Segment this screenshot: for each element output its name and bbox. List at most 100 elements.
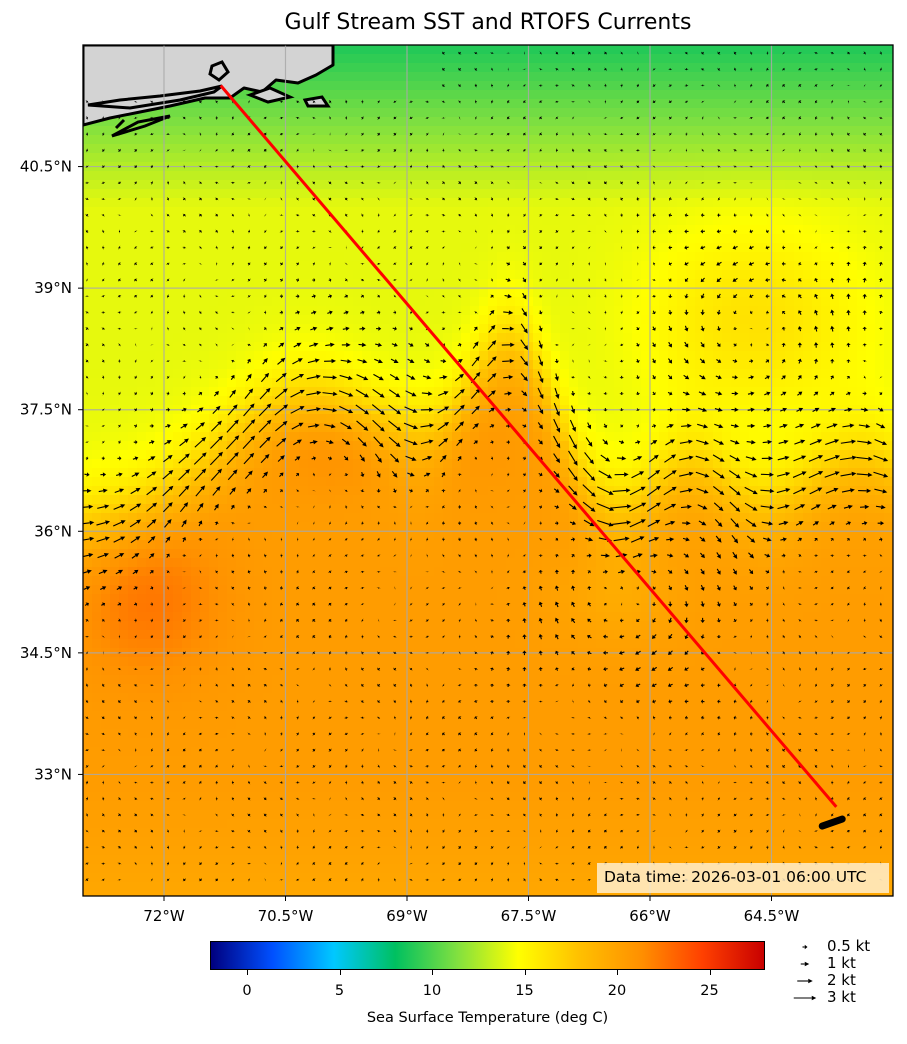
current-arrow-head [700,620,705,624]
current-arrow-head [651,603,657,607]
current-arrow-head [328,230,332,233]
current-arrow-head [847,813,851,817]
current-arrow-head [282,420,288,426]
current-arrow-head [364,410,370,415]
current-arrow-head [798,812,801,817]
current-arrow-head [474,213,477,218]
current-arrow-head [316,374,321,379]
current-arrow [85,101,88,103]
current-arrow-head [749,618,753,623]
current-arrow [183,116,186,119]
current-arrow [556,117,558,120]
current-arrow-head [846,85,851,86]
current-arrow [135,295,137,298]
current-arrow-head [864,747,865,753]
current-arrow-head [814,407,820,412]
current-arrow [277,457,282,462]
current-arrow [297,603,300,606]
current-arrow [311,457,314,460]
current-arrow-head [198,878,202,882]
current-arrow-head [798,278,802,282]
current-arrow-head [474,51,478,55]
current-arrow-head [717,391,723,396]
current-arrow-head [474,521,477,526]
current-arrow-head [878,652,883,654]
current-arrow-head [409,619,413,622]
current-arrow-head [798,748,802,752]
current-arrow [262,361,266,365]
current-arrow-head [831,764,834,769]
current-arrow-head [443,438,449,443]
current-arrow-head [734,375,738,380]
current-arrow-head [215,553,217,558]
current-arrow-head [264,602,266,607]
current-arrow-head [571,230,576,233]
current-arrow-head [688,455,694,460]
current-arrow-head [344,732,349,736]
current-arrow-head [231,878,235,882]
current-arrow-head [84,635,90,637]
current-arrow-head [118,440,121,445]
current-arrow-head [814,700,818,703]
current-arrow [717,846,720,848]
current-arrow-head [766,634,769,639]
current-arrow [443,733,445,736]
current-arrow-head [798,294,802,298]
current-arrow-head [442,51,446,55]
current-arrow [815,748,818,751]
current-arrow-head [150,731,153,737]
current-arrow-head [134,246,138,250]
current-arrow-head [589,522,595,527]
current-arrow-head [700,846,705,849]
current-arrow-head [624,472,629,477]
current-arrow-head [619,634,623,639]
current-arrow [637,700,640,702]
current-arrow [815,765,818,767]
current-arrow-head [523,505,526,509]
current-arrow [750,101,753,103]
current-arrow [232,603,234,605]
current-arrow [456,441,461,447]
current-arrow-head [814,84,818,87]
current-arrow-head [830,699,834,703]
current-arrow-head [377,310,381,315]
current-arrow-head [620,829,624,833]
current-arrow-head [152,486,158,492]
current-arrow [538,472,541,475]
current-arrow-head [441,732,446,736]
current-arrow [670,666,674,670]
current-arrow-head [766,553,771,558]
current-arrow-head [328,602,332,606]
current-arrow-head [798,261,802,266]
current-arrow-head [393,294,397,298]
current-arrow-head [700,327,705,332]
current-arrow [134,847,136,849]
current-arrow-head [149,344,155,346]
current-arrow-head [182,716,186,720]
current-arrow [231,214,234,217]
current-arrow-head [619,424,624,428]
current-arrow-head [879,797,883,801]
current-arrow-head [668,116,672,120]
current-arrow-head [457,861,462,865]
current-arrow [815,700,817,702]
current-arrow [102,279,105,282]
current-arrow [637,165,639,167]
current-arrow-head [571,862,576,865]
current-arrow-head [688,488,694,493]
current-arrow-head [555,617,559,622]
current-arrow [97,506,105,509]
current-arrow [612,521,627,525]
current-arrow-head [814,635,818,639]
current-arrow-head [652,407,656,412]
current-arrow [848,149,850,151]
current-arrow [718,293,721,297]
current-arrow-head [863,813,867,817]
current-arrow-head [765,667,770,671]
current-arrow [556,781,559,783]
current-arrow-head [636,99,640,104]
current-arrow-head [603,586,608,590]
current-arrow-head [507,277,511,283]
current-arrow-head [846,214,851,217]
current-arrow [329,165,332,167]
